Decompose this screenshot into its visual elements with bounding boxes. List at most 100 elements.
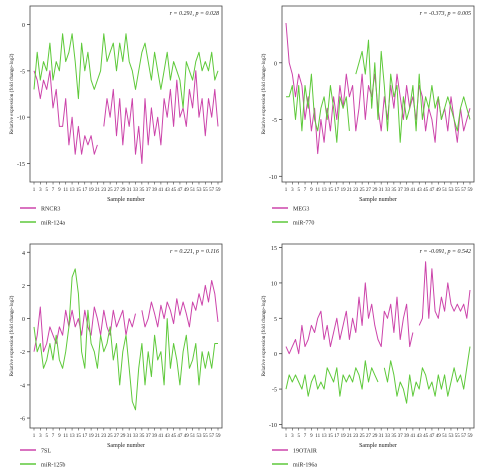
y-tick-label: -15	[17, 162, 25, 168]
correlation-annotation: r = 0.221, p = 0.116	[170, 249, 219, 255]
legend-label: miR-770	[293, 221, 314, 227]
x-tick-label: 31	[127, 434, 133, 439]
x-tick-label: 49	[184, 188, 190, 193]
x-tick-label: 25	[360, 434, 366, 439]
chart-panel-3: 420-2-4-61 3 5 7 9 11 13 15 17 19 21 23 25 27 29 31 33 35…	[8, 243, 223, 468]
x-tick-label: 55	[203, 188, 209, 193]
x-axis-label: Sample number	[359, 443, 397, 449]
y-axis-label: Relative expression (fold change-log2)	[8, 295, 15, 376]
x-tick-label: 53	[196, 434, 202, 439]
x-tick-label: 55	[455, 434, 461, 439]
x-tick-label: 35	[139, 434, 145, 439]
correlation-annotation: r = -0.373, p = 0.005	[420, 11, 471, 17]
x-tick-label: 23	[101, 434, 107, 439]
x-tick-label: 19	[341, 434, 347, 439]
x-tick-label: 5	[297, 188, 300, 193]
x-tick-label: 1	[33, 434, 36, 439]
x-tick-label: 11	[63, 434, 68, 439]
correlation-annotation: r = 0.291, p = 0.028	[170, 11, 219, 17]
y-axis-label: Relative expression (fold change-log2)	[8, 53, 15, 134]
series-line-meg3	[285, 22, 471, 155]
x-tick-label: 39	[152, 188, 158, 193]
legend-label: miR-125b	[41, 463, 65, 468]
x-tick-label: 51	[442, 188, 448, 193]
x-tick-label: 1	[33, 188, 36, 193]
x-tick-label: 31	[379, 434, 385, 439]
x-tick-label: 5	[45, 188, 48, 193]
x-tick-label: 9	[310, 188, 313, 193]
x-tick-label: 21	[95, 188, 101, 193]
x-tick-label: 15	[328, 188, 334, 193]
x-tick-label: 15	[328, 434, 334, 439]
x-tick-label: 27	[366, 434, 372, 439]
x-tick-label: 1	[285, 188, 288, 193]
x-tick-label: 13	[322, 188, 328, 193]
x-tick-label: 33	[133, 188, 139, 193]
x-tick-label: 13	[70, 188, 76, 193]
y-tick-label: -5	[272, 118, 277, 124]
x-tick-label: 29	[372, 188, 378, 193]
x-tick-label: 43	[417, 434, 423, 439]
legend-label: RNCR3	[41, 207, 60, 213]
x-tick-label: 29	[120, 188, 126, 193]
x-tick-label: 59	[216, 434, 222, 439]
x-tick-label: 19	[89, 434, 95, 439]
x-tick-label: 21	[347, 188, 353, 193]
y-tick-label: -5	[20, 69, 25, 75]
x-tick-label: 51	[190, 188, 196, 193]
x-tick-label: 11	[315, 434, 320, 439]
x-tick-label: 35	[391, 188, 397, 193]
plot-frame	[281, 5, 475, 183]
x-tick-label: 41	[158, 188, 164, 193]
series-line-rncr3	[33, 70, 219, 164]
x-tick-label: 27	[114, 434, 120, 439]
x-tick-label: 23	[101, 188, 107, 193]
y-tick-label: 10	[271, 281, 277, 287]
x-axis-label: Sample number	[359, 197, 397, 203]
x-tick-label: 19	[341, 188, 347, 193]
y-tick-label: 0	[274, 352, 277, 358]
series-line-mir-770	[286, 39, 471, 143]
x-tick-label: 49	[184, 434, 190, 439]
x-tick-label: 37	[398, 188, 404, 193]
y-tick-label: 0	[274, 61, 277, 67]
x-tick-label: 53	[448, 188, 454, 193]
x-tick-label: 57	[461, 188, 467, 193]
x-tick-label: 3	[39, 434, 42, 439]
x-tick-label: 3	[39, 188, 42, 193]
series-line-mir-125b	[33, 268, 218, 411]
x-tick-label: 7	[304, 434, 307, 439]
x-tick-label: 47	[177, 188, 183, 193]
x-tick-label: 35	[139, 188, 145, 193]
x-tick-label: 17	[334, 188, 340, 193]
x-tick-label: 3	[291, 188, 294, 193]
series-line-mir-196a	[285, 346, 471, 404]
x-tick-label: 39	[404, 188, 410, 193]
x-tick-label: 59	[468, 188, 474, 193]
x-tick-label: 27	[114, 188, 120, 193]
x-tick-label: 57	[209, 434, 215, 439]
x-tick-label: 55	[455, 188, 461, 193]
x-tick-label: 19	[89, 188, 95, 193]
y-tick-label: 0	[22, 317, 25, 323]
legend-label: 19OTAIR	[293, 449, 317, 455]
x-tick-label: 47	[429, 188, 435, 193]
x-tick-label: 17	[334, 434, 340, 439]
x-tick-label: 21	[95, 434, 101, 439]
x-tick-label: 57	[461, 434, 467, 439]
x-tick-label: 15	[76, 434, 82, 439]
x-tick-label: 47	[429, 434, 435, 439]
x-tick-label: 15	[76, 188, 82, 193]
y-tick-label: -5	[272, 388, 277, 394]
x-tick-label: 7	[304, 188, 307, 193]
x-tick-label: 43	[165, 434, 171, 439]
x-tick-label: 51	[190, 434, 196, 439]
x-tick-label: 41	[410, 434, 416, 439]
x-tick-label: 37	[146, 434, 152, 439]
x-tick-label: 47	[177, 434, 183, 439]
legend-label: 7SL	[41, 449, 51, 455]
series-line-19otair	[285, 261, 471, 355]
x-tick-label: 17	[82, 434, 88, 439]
x-tick-label: 25	[108, 434, 114, 439]
